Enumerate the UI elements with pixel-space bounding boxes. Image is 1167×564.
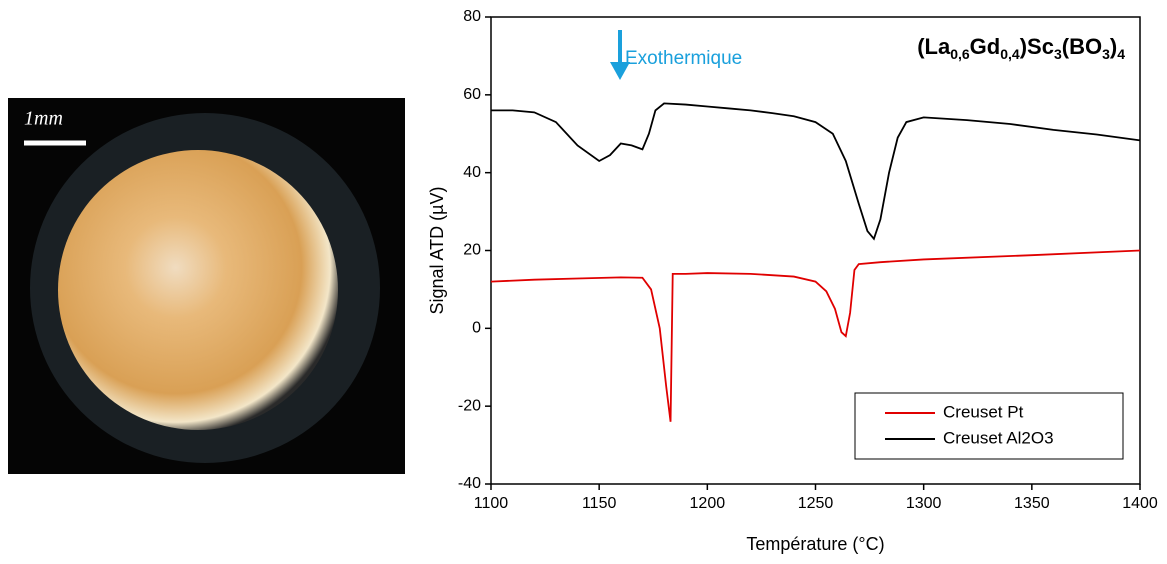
x-tick-label: 1100: [474, 495, 509, 512]
y-tick-label: 20: [463, 242, 481, 259]
title-part: )Sc: [1020, 34, 1054, 59]
chart: 1100 1150 1200 1250 1300 1350 1400 -40 -20 0 20 40 6…: [427, 8, 1158, 554]
title-part: (BO: [1062, 34, 1102, 59]
x-axis-label: Température (°C): [746, 534, 884, 554]
y-tick-label: 40: [463, 164, 481, 181]
title-part: 0,6: [950, 46, 970, 62]
legend-label: Creuset Al2O3: [943, 428, 1054, 447]
x-tick-label: 1400: [1122, 495, 1158, 512]
photo: 1mm: [8, 98, 405, 474]
x-tick-label: 1200: [690, 495, 726, 512]
annotation: Exothermique: [625, 48, 742, 69]
x-tick-label: 1150: [582, 495, 617, 512]
title-part: 4: [1117, 46, 1125, 62]
photo-disc: [58, 150, 338, 430]
y-tick-label: -20: [458, 397, 481, 414]
legend-box: [854, 392, 1124, 460]
y-axis-label: Signal ATD (µV): [427, 186, 447, 314]
scale-label: 1mm: [24, 108, 63, 130]
y-tick-label: 80: [463, 8, 481, 25]
title-part: 0,4: [1000, 46, 1020, 62]
chart-title: (La0,6Gd0,4)Sc3(BO3)4: [917, 34, 1125, 62]
series-line: [491, 102, 1141, 241]
annotation-arrowhead: [610, 62, 630, 80]
y-tick-label: 0: [472, 320, 481, 337]
title-part: 3: [1102, 46, 1110, 62]
x-tick-label: 1300: [906, 495, 942, 512]
title-part: 3: [1054, 46, 1062, 62]
legend-label: Creuset Pt: [943, 402, 1024, 421]
title-part: ): [1110, 34, 1117, 59]
title-part: (La: [917, 34, 951, 59]
x-tick-label: 1350: [1014, 495, 1050, 512]
y-tick-label: -40: [458, 475, 481, 492]
series-line: [490, 249, 1141, 422]
x-tick-label: 1250: [798, 495, 834, 512]
title-part: Gd: [970, 34, 1001, 59]
y-tick-label: 60: [463, 86, 481, 103]
